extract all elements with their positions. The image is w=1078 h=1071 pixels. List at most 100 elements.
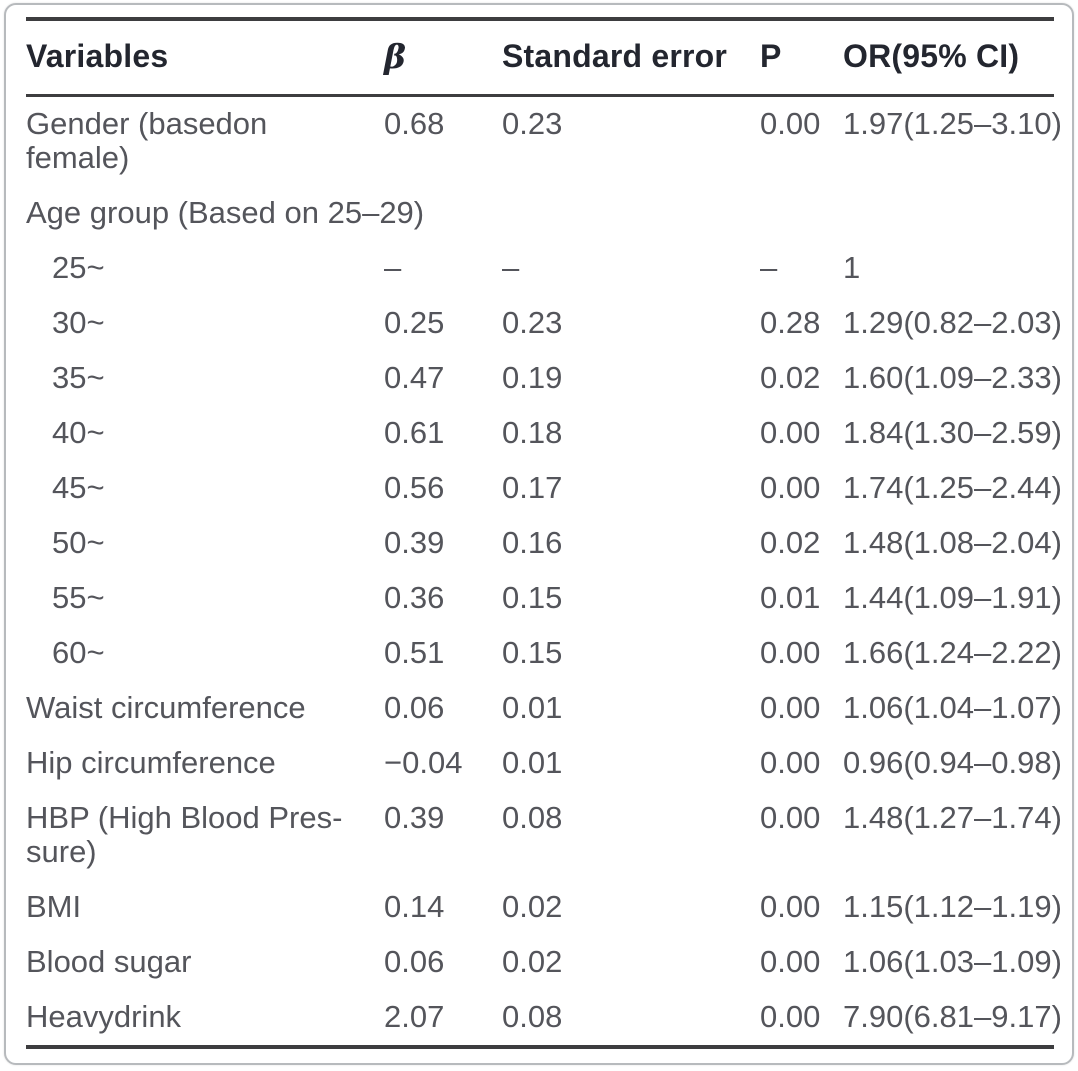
cell-variable: 45~ bbox=[52, 470, 105, 505]
table-body: Gender (basedon female) 0.68 0.23 0.00 1.97(… bbox=[26, 97, 1062, 1045]
cell-variable: Hip circumference bbox=[26, 745, 276, 780]
cell-variable: Blood sugar bbox=[26, 944, 192, 979]
cell-variable: 55~ bbox=[52, 580, 105, 615]
table-row: 60~ 0.51 0.15 0.00 1.66(1.24–2.22) bbox=[26, 626, 1062, 681]
cell-p: 0.00 bbox=[760, 944, 821, 979]
cell-standard-error: 0.01 bbox=[502, 745, 563, 780]
table-row: 35~ 0.47 0.19 0.02 1.60(1.09–2.33) bbox=[26, 351, 1062, 406]
cell-standard-error: 0.15 bbox=[502, 580, 563, 615]
cell-variable: 30~ bbox=[52, 305, 105, 340]
cell-beta: −0.04 bbox=[384, 745, 463, 780]
cell-standard-error: 0.02 bbox=[502, 944, 563, 979]
cell-or-ci: 1.84(1.30–2.59) bbox=[843, 415, 1062, 450]
cell-or-ci: 1.66(1.24–2.22) bbox=[843, 635, 1062, 670]
cell-p: 0.02 bbox=[760, 360, 821, 395]
table-row: Gender (basedon female) 0.68 0.23 0.00 1.97(… bbox=[26, 97, 1062, 186]
table-frame: Variables β Standard error P OR(95% CI) … bbox=[4, 3, 1074, 1065]
cell-p: 0.28 bbox=[760, 305, 821, 340]
header-beta: β bbox=[384, 37, 407, 76]
cell-or-ci: 1.97(1.25–3.10) bbox=[843, 106, 1062, 141]
cell-p: 0.00 bbox=[760, 800, 821, 835]
cell-or-ci: 1.06(1.03–1.09) bbox=[843, 944, 1062, 979]
cell-p: 0.00 bbox=[760, 470, 821, 505]
cell-or-ci: 0.96(0.94–0.98) bbox=[843, 745, 1062, 780]
cell-variable: 40~ bbox=[52, 415, 105, 450]
cell-standard-error: 0.15 bbox=[502, 635, 563, 670]
cell-beta: 0.56 bbox=[384, 470, 445, 505]
cell-standard-error: 0.17 bbox=[502, 470, 563, 505]
cell-beta: 0.06 bbox=[384, 690, 445, 725]
table-row: BMI 0.14 0.02 0.00 1.15(1.12–1.19) bbox=[26, 880, 1062, 935]
table-row: HBP (High Blood Pres- sure) 0.39 0.08 0.00 1… bbox=[26, 791, 1062, 880]
cell-variable: 25~ bbox=[52, 250, 105, 285]
cell-p: 0.02 bbox=[760, 525, 821, 560]
cell-or-ci bbox=[843, 196, 1054, 214]
table-top-rule bbox=[26, 17, 1054, 21]
header-p: P bbox=[760, 38, 782, 74]
cell-variable: BMI bbox=[26, 889, 82, 924]
cell-or-ci: 1 bbox=[843, 250, 861, 285]
cell-standard-error: 0.23 bbox=[502, 305, 563, 340]
cell-or-ci: 1.74(1.25–2.44) bbox=[843, 470, 1062, 505]
table-row: 40~ 0.61 0.18 0.00 1.84(1.30–2.59) bbox=[26, 406, 1062, 461]
cell-or-ci: 1.06(1.04–1.07) bbox=[843, 690, 1062, 725]
cell-standard-error: 0.23 bbox=[502, 106, 563, 141]
cell-p: – bbox=[760, 250, 778, 285]
cell-beta: 2.07 bbox=[384, 999, 445, 1034]
cell-or-ci: 1.48(1.08–2.04) bbox=[843, 525, 1062, 560]
cell-beta: 0.51 bbox=[384, 635, 445, 670]
cell-beta: 0.25 bbox=[384, 305, 445, 340]
table-bottom-rule bbox=[26, 1045, 1054, 1049]
cell-or-ci: 7.90(6.81–9.17) bbox=[843, 999, 1062, 1034]
cell-variable: HBP (High Blood Pres- sure) bbox=[26, 800, 343, 869]
cell-beta: 0.61 bbox=[384, 415, 445, 450]
cell-or-ci: 1.48(1.27–1.74) bbox=[843, 800, 1062, 835]
cell-variable: Waist circumference bbox=[26, 690, 306, 725]
cell-variable: Gender (basedon female) bbox=[26, 106, 268, 175]
cell-or-ci: 1.60(1.09–2.33) bbox=[843, 360, 1062, 395]
cell-p: 0.00 bbox=[760, 415, 821, 450]
cell-standard-error: – bbox=[502, 250, 520, 285]
cell-p: 0.00 bbox=[760, 635, 821, 670]
cell-variable: 50~ bbox=[52, 525, 105, 560]
table-row: Waist circumference 0.06 0.01 0.00 1.06(1.04… bbox=[26, 681, 1062, 736]
header-or-ci: OR(95% CI) bbox=[843, 38, 1020, 74]
cell-beta: 0.47 bbox=[384, 360, 445, 395]
cell-p bbox=[760, 196, 843, 214]
cell-beta: 0.06 bbox=[384, 944, 445, 979]
table-row: Heavydrink 2.07 0.08 0.00 7.90(6.81–9.17) bbox=[26, 990, 1062, 1045]
cell-or-ci: 1.44(1.09–1.91) bbox=[843, 580, 1062, 615]
table-row: Age group (Based on 25–29) bbox=[26, 186, 1054, 241]
cell-standard-error: 0.08 bbox=[502, 999, 563, 1034]
cell-beta: 0.68 bbox=[384, 106, 445, 141]
cell-standard-error: 0.01 bbox=[502, 690, 563, 725]
cell-p: 0.00 bbox=[760, 999, 821, 1034]
table-row: 25~ – – – 1 bbox=[26, 241, 1054, 296]
cell-p: 0.00 bbox=[760, 889, 821, 924]
cell-or-ci: 1.29(0.82–2.03) bbox=[843, 305, 1062, 340]
cell-beta: – bbox=[384, 250, 402, 285]
table-row: 30~ 0.25 0.23 0.28 1.29(0.82–2.03) bbox=[26, 296, 1062, 351]
cell-p: 0.00 bbox=[760, 745, 821, 780]
cell-beta: 0.39 bbox=[384, 800, 445, 835]
cell-beta: 0.39 bbox=[384, 525, 445, 560]
cell-beta bbox=[384, 196, 502, 214]
table-row: 50~ 0.39 0.16 0.02 1.48(1.08–2.04) bbox=[26, 516, 1062, 571]
cell-standard-error: 0.19 bbox=[502, 360, 563, 395]
cell-beta: 0.36 bbox=[384, 580, 445, 615]
cell-variable: Heavydrink bbox=[26, 999, 182, 1034]
cell-variable: 60~ bbox=[52, 635, 105, 670]
table-row: Hip circumference −0.04 0.01 0.00 0.96(0.94–… bbox=[26, 736, 1062, 791]
cell-standard-error: 0.02 bbox=[502, 889, 563, 924]
header-bottom-rule bbox=[26, 94, 1054, 97]
cell-standard-error bbox=[502, 196, 760, 214]
cell-beta: 0.14 bbox=[384, 889, 445, 924]
table-row: 45~ 0.56 0.17 0.00 1.74(1.25–2.44) bbox=[26, 461, 1062, 516]
cell-p: 0.00 bbox=[760, 106, 821, 141]
cell-p: 0.00 bbox=[760, 690, 821, 725]
table-row: Blood sugar 0.06 0.02 0.00 1.06(1.03–1.09) bbox=[26, 935, 1062, 990]
cell-variable: 35~ bbox=[52, 360, 105, 395]
cell-or-ci: 1.15(1.12–1.19) bbox=[843, 889, 1062, 924]
cell-standard-error: 0.18 bbox=[502, 415, 563, 450]
table-row: 55~ 0.36 0.15 0.01 1.44(1.09–1.91) bbox=[26, 571, 1062, 626]
